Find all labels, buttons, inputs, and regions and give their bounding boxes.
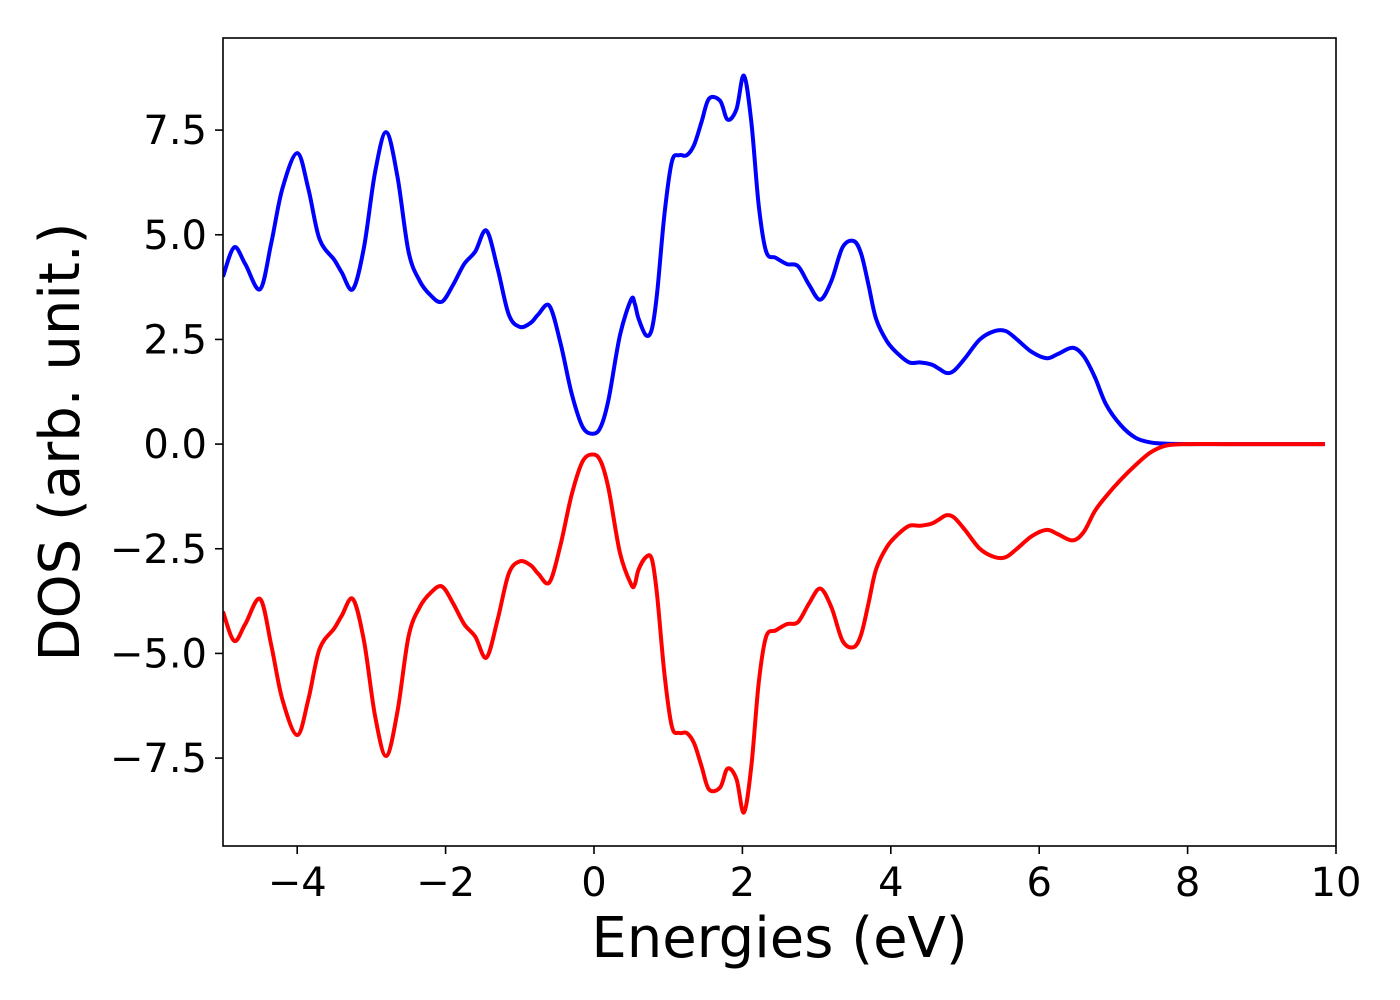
x-axis: −4 −2 0 2 4 6 8 10 [268,846,1362,906]
x-tick-label: 2 [730,860,755,906]
y-tick-label: 2.5 [143,317,207,363]
x-tick-label: 8 [1175,860,1200,906]
y-tick-label: −7.5 [110,736,207,782]
y-tick-label: 7.5 [143,108,207,154]
x-tick-label: 0 [581,860,606,906]
x-tick-label: −4 [268,860,327,906]
series-line-1 [223,73,1325,447]
series-line-2 [223,441,1325,815]
y-axis: −7.5 −5.0 −2.5 0.0 2.5 5.0 7.5 [110,108,223,782]
y-tick-label: −5.0 [110,631,207,677]
plot-frame [222,37,1337,847]
y-tick-label: 5.0 [143,213,207,259]
x-tick-label: 4 [878,860,903,906]
x-axis-label: Energies (eV) [591,906,967,971]
x-tick-label: −2 [416,860,475,906]
x-tick-label: 10 [1311,860,1362,906]
y-tick-label: −2.5 [110,527,207,573]
x-tick-label: 6 [1026,860,1051,906]
y-tick-label: 0.0 [143,422,207,468]
series-layer [223,73,1325,815]
y-axis-label: DOS (arb. unit.) [28,222,93,661]
